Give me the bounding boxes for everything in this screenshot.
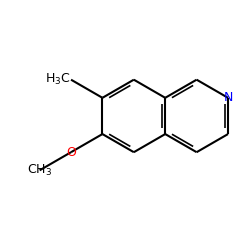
Text: H$_3$C: H$_3$C: [46, 72, 71, 87]
Text: N: N: [223, 91, 233, 104]
Text: CH$_3$: CH$_3$: [27, 163, 52, 178]
Text: O: O: [66, 146, 76, 159]
